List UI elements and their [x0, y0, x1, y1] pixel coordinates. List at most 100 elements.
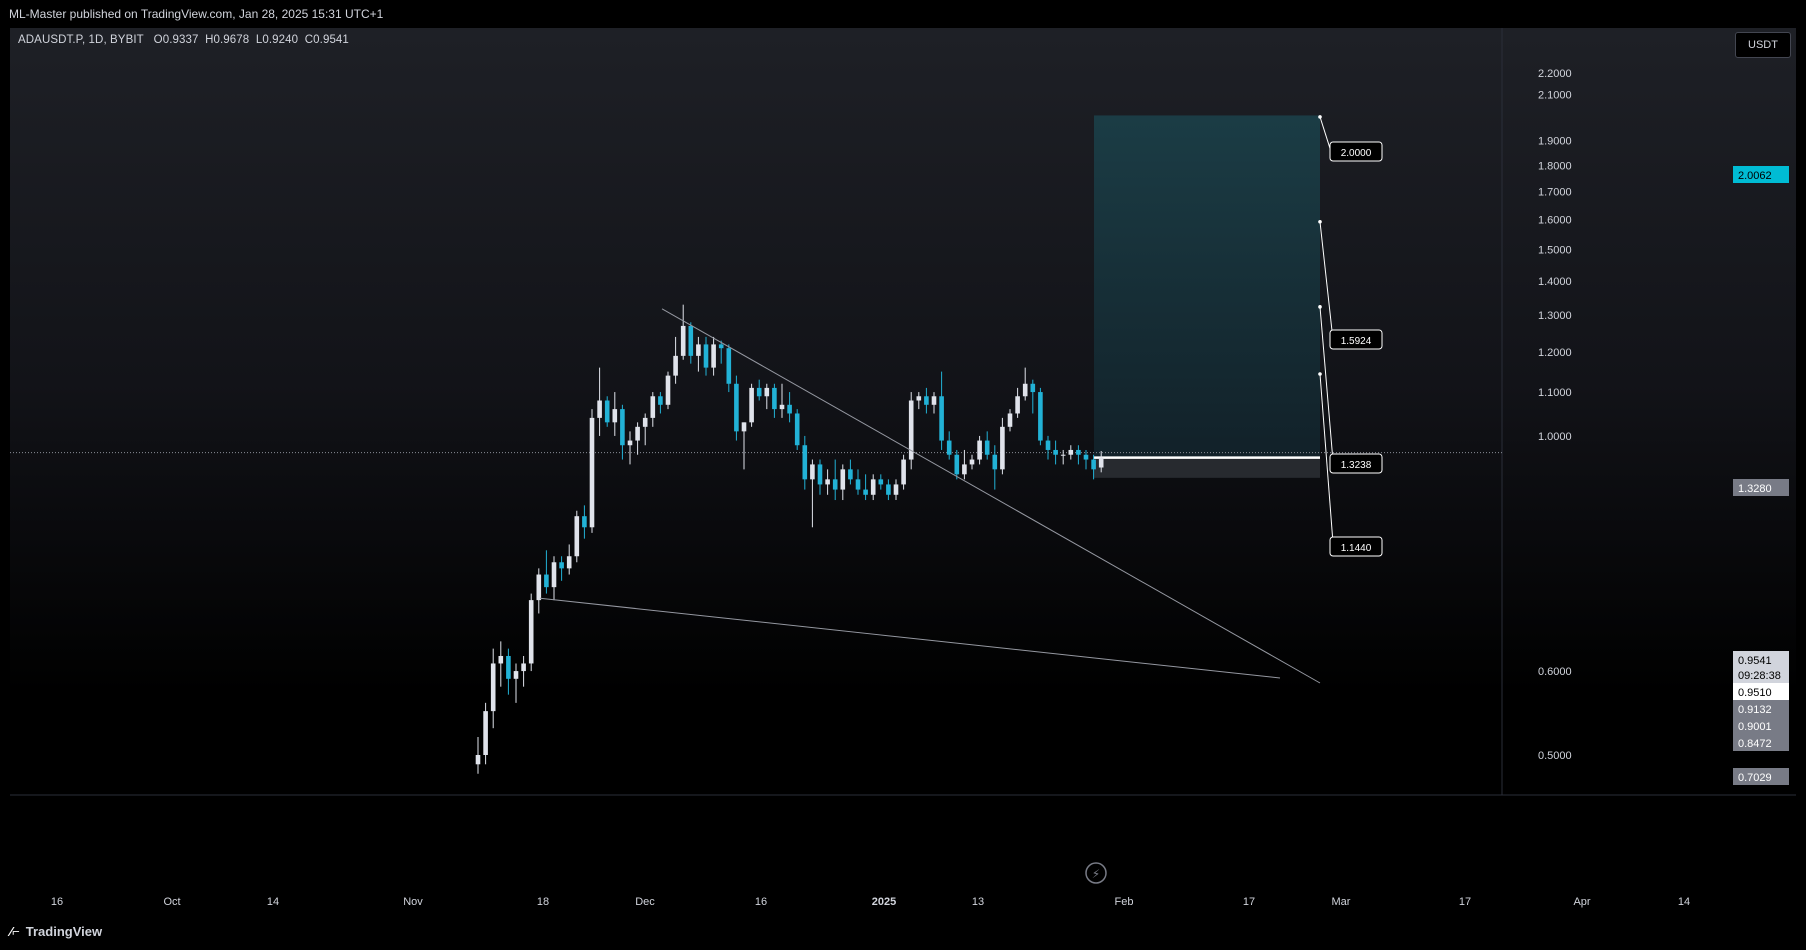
price-axis-label: 0.9510	[1738, 687, 1772, 699]
candle-body	[931, 396, 937, 405]
target-callout-box	[1329, 141, 1383, 162]
candle-body	[825, 479, 830, 485]
candle-body	[802, 445, 808, 480]
y-tick-label: 1.0000	[1538, 431, 1572, 443]
candle-body	[688, 325, 694, 356]
candle-body	[1083, 454, 1089, 460]
price-axis-label: 0.7029	[1738, 772, 1772, 784]
price-axis-label-bg	[1733, 479, 1789, 496]
candle-body	[582, 516, 587, 528]
y-tick-label: 1.7000	[1538, 187, 1572, 199]
candle-body	[962, 464, 967, 475]
y-tick-label: 0.5000	[1538, 750, 1572, 762]
candle-body	[779, 404, 785, 410]
y-tick-label: 0.6000	[1538, 666, 1572, 678]
ohlc-low: L0.9240	[255, 34, 299, 46]
candle-body	[589, 417, 595, 528]
y-tick-label: 1.9000	[1538, 135, 1572, 147]
y-tick-label: 1.6000	[1538, 215, 1572, 227]
candle-body	[726, 348, 732, 384]
candle-body	[490, 663, 496, 712]
candle-body	[810, 464, 815, 480]
tradingview-logo-icon: ⁄⌐	[10, 924, 20, 939]
candle-body	[551, 562, 557, 588]
x-tick-label: 17	[1243, 896, 1255, 908]
price-axis-label-bg	[1733, 700, 1789, 717]
candle-body	[734, 383, 739, 432]
candle-body	[718, 344, 724, 349]
triangle-lower-line	[539, 597, 1281, 679]
x-tick-label: 14	[1678, 896, 1690, 908]
y-tick-label: 1.4000	[1538, 276, 1572, 288]
target-callout-label: 1.1440	[1341, 543, 1372, 554]
price-axis-label: 0.9132	[1738, 704, 1772, 716]
candle-body	[787, 404, 792, 414]
candle-body	[924, 396, 929, 405]
candle-body	[604, 400, 610, 423]
candle-body	[1045, 440, 1051, 450]
candle-body	[817, 464, 823, 485]
target-anchor-dot	[1318, 219, 1322, 224]
published-by-header: ML-Master published on TradingView.com, …	[0, 0, 1806, 28]
candle-body	[1022, 383, 1028, 397]
candle-body	[665, 375, 671, 405]
y-tick-label: 1.1000	[1538, 387, 1572, 399]
x-tick-label: 14	[267, 896, 279, 908]
target-anchor-dot	[1318, 305, 1322, 309]
candle-body	[893, 484, 899, 495]
candle-body	[506, 655, 511, 679]
x-tick-label: 16	[51, 896, 63, 908]
target-callout-pointer	[1319, 306, 1335, 474]
price-axis-label-bg	[1733, 683, 1789, 700]
symbol-legend: ADAUSDT.P, 1D, BYBIT O0.9337 H0.9678 L0.…	[18, 34, 349, 46]
candle-body	[1000, 426, 1005, 470]
x-tick-label: 2025	[872, 896, 896, 908]
candle-body	[1076, 449, 1081, 455]
x-tick-label: 18	[537, 896, 549, 908]
candle-body	[984, 440, 990, 455]
x-tick-label: 17	[1459, 896, 1471, 908]
price-axis-label: 09:28:38	[1738, 670, 1781, 682]
candle-body	[1060, 454, 1066, 456]
candle-body	[916, 396, 922, 401]
currency-button[interactable]: USDT	[1735, 32, 1791, 58]
tradingview-brand[interactable]: ⁄⌐ TradingView	[10, 924, 102, 939]
triangle-upper-line	[661, 308, 1321, 684]
candle-body	[574, 516, 580, 557]
price-axis-label-bg	[1733, 166, 1789, 183]
candle-body	[863, 489, 868, 495]
candle-body	[878, 479, 884, 485]
target-anchor-dot	[1318, 115, 1322, 119]
candle-body	[1053, 449, 1058, 455]
candle-body	[764, 387, 770, 397]
candle-body	[475, 755, 481, 765]
price-axis-label: 0.8472	[1738, 738, 1772, 750]
symbol-info[interactable]: ADAUSDT.P, 1D, BYBIT	[18, 34, 144, 46]
candle-body	[673, 355, 678, 376]
y-tick-label: 1.2000	[1538, 347, 1572, 359]
x-tick-label: 16	[755, 896, 767, 908]
candle-body	[855, 479, 861, 490]
candle-body	[794, 413, 800, 446]
candle-body	[680, 325, 686, 356]
price-axis-label-bg	[1733, 666, 1789, 683]
x-tick-label: Dec	[635, 896, 655, 908]
candle-body	[658, 396, 663, 405]
candle-body	[566, 556, 572, 569]
candle-body	[1007, 413, 1013, 427]
candle-body	[1098, 457, 1104, 468]
candle-body	[620, 409, 625, 446]
candle-body	[908, 400, 914, 460]
candle-body	[642, 417, 648, 427]
candle-body	[544, 574, 549, 588]
candle-body	[483, 711, 488, 755]
candle-body	[1038, 392, 1043, 441]
y-tick-label: 1.3000	[1538, 310, 1572, 322]
target-anchor-dot	[1318, 372, 1322, 376]
price-axis-label: 1.3280	[1738, 483, 1772, 495]
x-tick-label: Apr	[1573, 896, 1590, 908]
target-zone	[1094, 115, 1320, 458]
candle-body	[939, 396, 944, 441]
candle-body	[969, 459, 975, 465]
target-callout-label: 1.5924	[1341, 336, 1372, 347]
